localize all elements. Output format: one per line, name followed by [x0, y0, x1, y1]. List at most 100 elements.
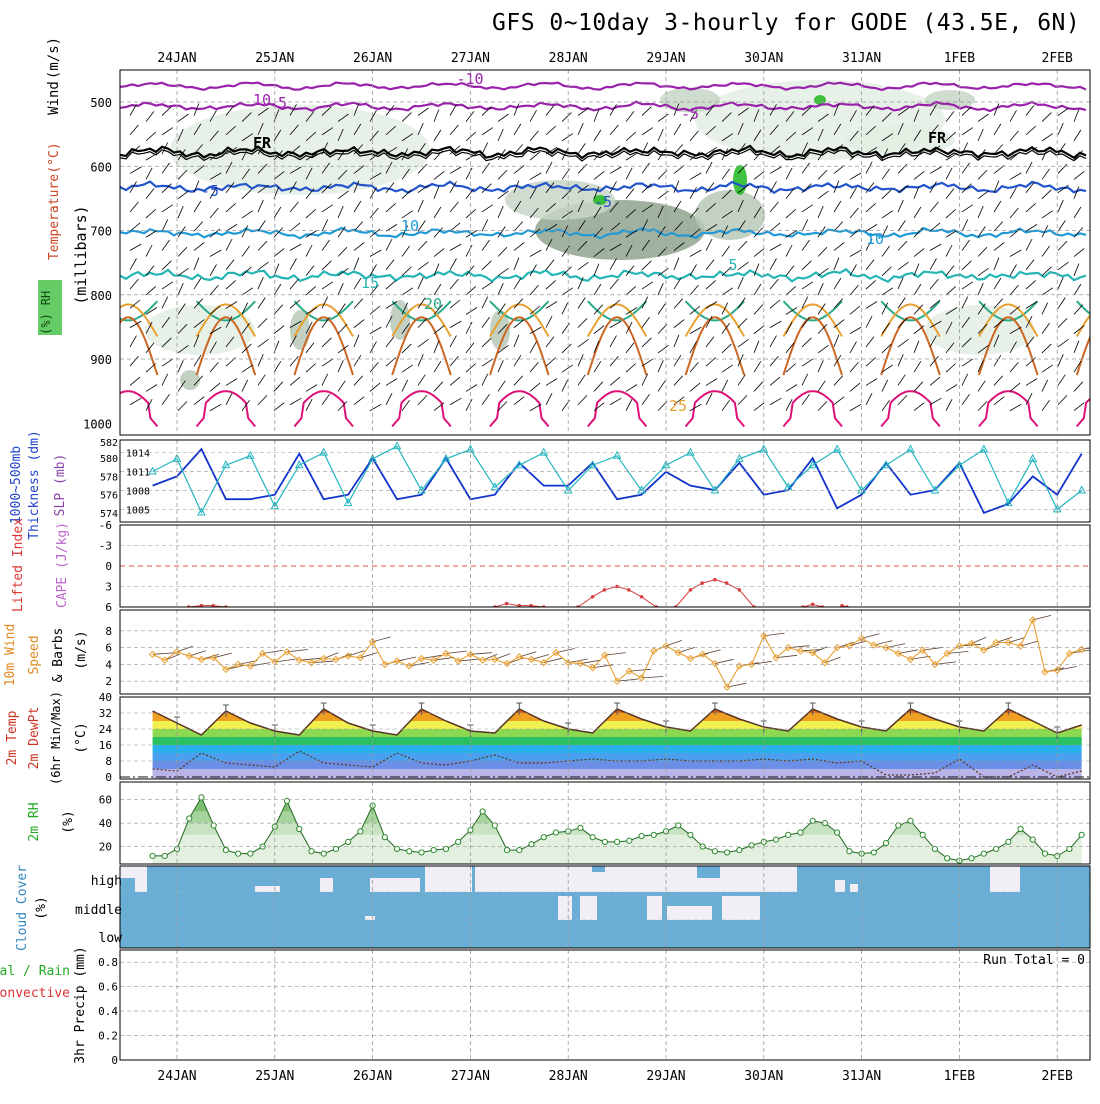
wind-barb [209, 249, 222, 257]
wind-barb [353, 123, 362, 136]
wind-barb [977, 246, 988, 257]
minmax-bar [222, 704, 229, 717]
isotherm-25-day-4 [489, 303, 550, 337]
wind-barb [625, 131, 636, 142]
wind-barb [449, 145, 461, 155]
rh-shading-16 [925, 90, 975, 110]
wind-barb [769, 145, 781, 155]
wind-barb [241, 302, 249, 315]
wind-barb [369, 284, 379, 296]
wind-barb [1009, 187, 1017, 199]
chart-title: GFS 0~10day 3-hourly for GODE (43.5E, 6N… [492, 10, 1081, 36]
wind-barb [785, 363, 796, 373]
wind-barb [321, 239, 330, 251]
wind-barb [833, 375, 843, 386]
rh2m-unit: (%) [61, 810, 76, 833]
wind-barb [609, 104, 617, 116]
wind10-barb [213, 652, 232, 659]
wind-barb [961, 106, 972, 116]
wind-barb [817, 380, 826, 392]
wind-barb [241, 225, 249, 238]
wind-barb [961, 127, 974, 136]
lifted-index-point [590, 594, 595, 599]
wind-barb [401, 364, 414, 373]
wind-barb [193, 103, 200, 116]
panel-frame-2 [119, 524, 1091, 608]
rh2m-point [491, 822, 498, 829]
wind-barb [1073, 186, 1080, 199]
isotherm-35-day-9 [978, 390, 1039, 428]
isotherm-20-day-2 [293, 300, 354, 322]
cloud-break-6 [475, 866, 797, 892]
wind-barb [481, 106, 492, 116]
wind-barb [705, 105, 715, 116]
isotherm-20-day-8 [880, 300, 941, 322]
wind-barb [145, 188, 155, 199]
wind-barb [465, 286, 476, 296]
cloud-break-2 [255, 886, 280, 892]
isotherm-30-day-2 [293, 316, 354, 376]
date-label-bottom: 25JAN [255, 1069, 294, 1084]
wind-barb [337, 205, 344, 219]
precip-panel [120, 950, 1090, 1060]
wind-barb [705, 301, 718, 309]
wind-barb [1009, 326, 1022, 334]
wind-barb [929, 278, 939, 290]
wind-barb [929, 222, 941, 232]
wind-barb [785, 399, 793, 411]
wind-barb [817, 190, 829, 200]
wind-barb [337, 246, 348, 257]
wind-barb [273, 381, 283, 392]
wind-barb [401, 266, 412, 277]
wind-barb [161, 316, 170, 328]
cloud-break-7 [605, 866, 615, 878]
wind-barb [577, 240, 588, 251]
wind-barb [609, 376, 621, 386]
wind-barb [1025, 280, 1036, 290]
wind-barb [577, 338, 589, 348]
wind-barb [145, 321, 153, 334]
wind-barb [721, 399, 730, 411]
wind-barb [449, 201, 459, 213]
wind-barb [753, 381, 763, 392]
wind-barb [769, 243, 782, 251]
wind-barb [193, 180, 200, 193]
wind10-point [576, 659, 585, 668]
temp-band-7 [152, 713, 1082, 721]
rh2m-point [528, 841, 535, 848]
wind-barb [673, 257, 680, 270]
rh2m-point [907, 817, 914, 824]
lifted-index-point [810, 602, 815, 607]
lifted-index-line-4 [675, 579, 755, 607]
rh2m-point [455, 838, 462, 845]
wind-barb [929, 258, 937, 270]
wind-barb [913, 150, 923, 161]
isotherm-35-day-1 [195, 390, 256, 428]
wind-barb [209, 403, 222, 412]
rh2m-point [711, 848, 719, 855]
wind-barb [353, 165, 365, 174]
rh2m-point [638, 832, 645, 840]
rh-band-2 [152, 811, 1082, 824]
wind-barb [977, 205, 984, 219]
contour-label: 25 [669, 397, 687, 415]
wind-barb [337, 128, 344, 142]
wind-barb [913, 402, 925, 412]
lifted-index-point [688, 588, 693, 592]
wind-barb [977, 360, 984, 373]
lifted-index-point [504, 601, 509, 606]
wind-barb [769, 335, 777, 348]
wind-barb [321, 162, 330, 174]
cloud-break-10 [835, 880, 845, 892]
wind-barb [129, 397, 142, 406]
wind-barb [449, 222, 461, 232]
wind-barb [321, 127, 334, 136]
wind-barb [833, 396, 845, 406]
wind-barb [145, 209, 156, 219]
isotherm-10 [120, 226, 1087, 240]
wind-barb [129, 124, 139, 136]
wind-barb [193, 165, 205, 174]
wind-barb [641, 358, 654, 367]
wind-barb [1073, 109, 1080, 122]
wind-barb [321, 204, 334, 213]
